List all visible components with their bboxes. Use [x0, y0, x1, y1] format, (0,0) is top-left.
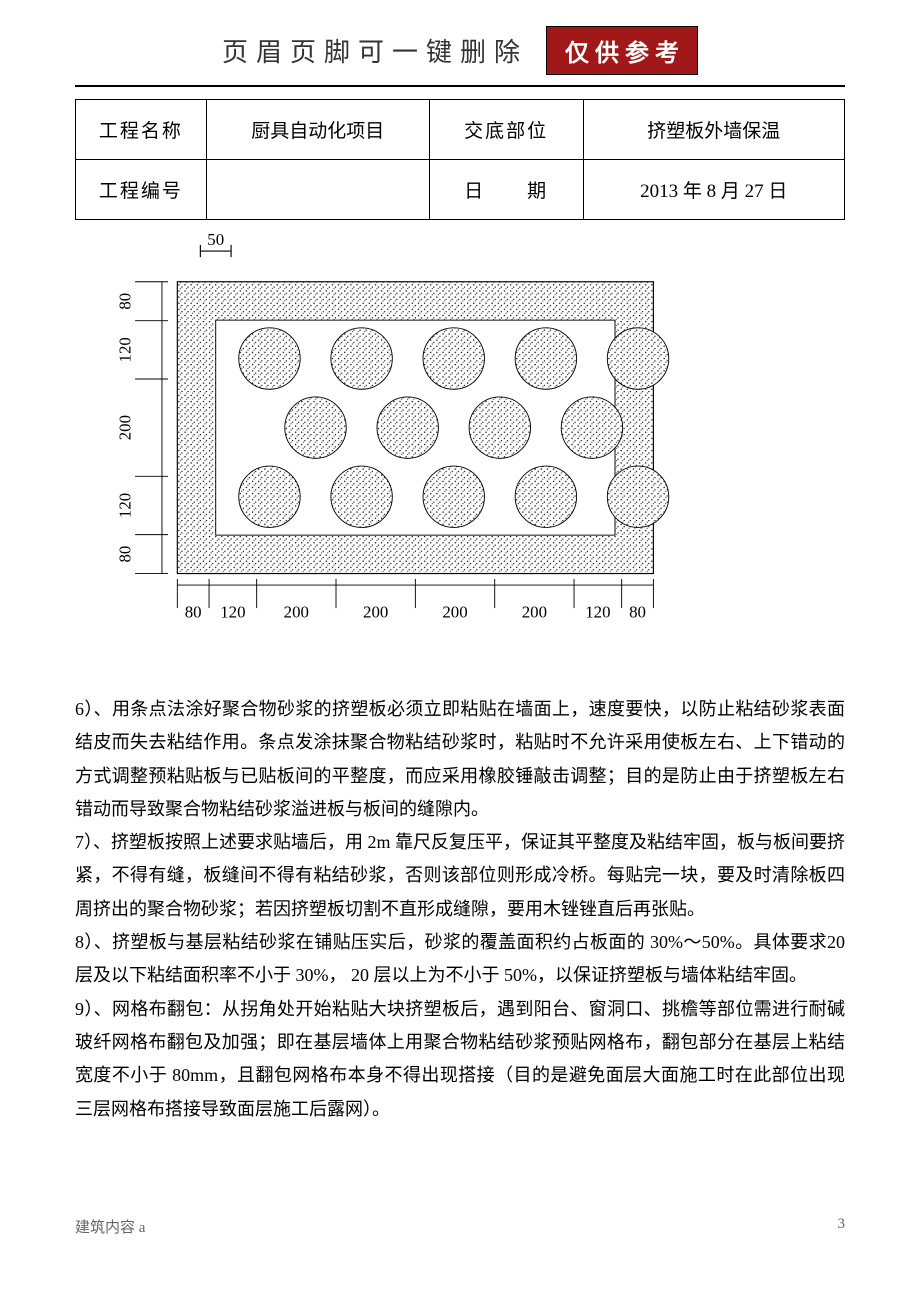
- info-cell: [206, 160, 429, 220]
- page-header: 页眉页脚可一键删除 仅供参考: [75, 20, 845, 87]
- page-footer: 建筑内容 a 3: [75, 1126, 845, 1237]
- footer-page-number: 3: [838, 1216, 846, 1237]
- paragraph: 6）、用条点法涂好聚合物砂浆的挤塑板必须立即粘贴在墙面上，速度要快，以防止粘结砂…: [75, 693, 845, 826]
- svg-text:200: 200: [442, 602, 467, 621]
- svg-text:200: 200: [363, 602, 388, 621]
- svg-text:200: 200: [284, 602, 309, 621]
- info-cell: 工程名称: [76, 100, 207, 160]
- svg-text:80: 80: [115, 293, 134, 310]
- layout-diagram: 50 80 120 200 120 80 80 120 200 200 200 200 120 80: [75, 228, 725, 663]
- reference-stamp: 仅供参考: [546, 26, 698, 75]
- svg-text:200: 200: [115, 415, 134, 440]
- svg-text:50: 50: [207, 230, 224, 249]
- svg-text:120: 120: [220, 602, 245, 621]
- footer-left: 建筑内容 a: [75, 1216, 145, 1237]
- info-cell: 厨具自动化项目: [206, 100, 429, 160]
- header-title: 页眉页脚可一键删除: [222, 32, 528, 69]
- info-cell: 交底部位: [429, 100, 583, 160]
- svg-text:80: 80: [629, 602, 646, 621]
- svg-text:200: 200: [522, 602, 547, 621]
- body-text: 6）、用条点法涂好聚合物砂浆的挤塑板必须立即粘贴在墙面上，速度要快，以防止粘结砂…: [75, 693, 845, 1126]
- svg-text:120: 120: [115, 493, 134, 518]
- paragraph: 8）、挤塑板与基层粘结砂浆在铺贴压实后，砂浆的覆盖面积约占板面的 30%～50%…: [75, 926, 845, 993]
- paragraph: 9）、网格布翻包：从拐角处开始粘贴大块挤塑板后，遇到阳台、窗洞口、挑檐等部位需进…: [75, 993, 845, 1126]
- svg-text:80: 80: [185, 602, 202, 621]
- info-table: 工程名称厨具自动化项目交底部位挤塑板外墙保温工程编号 日 期2013 年 8 月 …: [75, 99, 845, 220]
- info-cell: 2013 年 8 月 27 日: [583, 160, 844, 220]
- svg-text:80: 80: [115, 546, 134, 563]
- info-cell: 挤塑板外墙保温: [583, 100, 844, 160]
- info-cell: 工程编号: [76, 160, 207, 220]
- svg-text:120: 120: [585, 602, 610, 621]
- paragraph: 7）、挤塑板按照上述要求贴墙后，用 2m 靠尺反复压平，保证其平整度及粘结牢固，…: [75, 826, 845, 926]
- svg-text:120: 120: [115, 337, 134, 362]
- info-cell: 日 期: [429, 160, 583, 220]
